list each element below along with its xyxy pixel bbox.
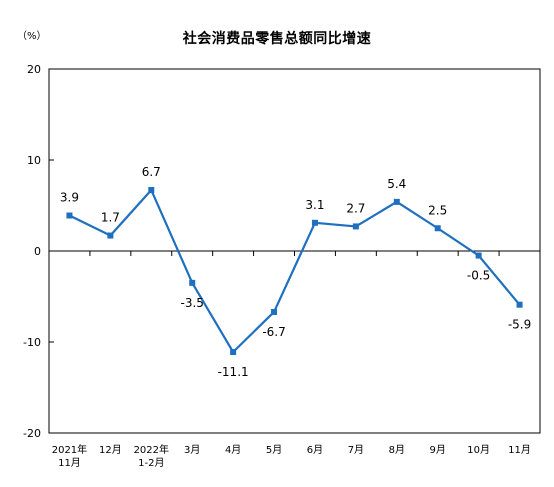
data-label: -3.5: [180, 296, 203, 310]
data-point-marker: [516, 301, 523, 308]
x-tick-label: 10月: [467, 444, 490, 456]
data-labels: 3.9 1.7 6.7 -3.5 -11.1 -6.7 3.1 2.7 5.4 2.5 -0.5 -5…: [60, 165, 531, 379]
x-tick-label: 7月: [348, 444, 364, 456]
x-tick-label: 9月: [430, 444, 446, 456]
x-tick-label: 5月: [266, 444, 282, 456]
x-tick-label: 6月: [307, 444, 323, 456]
data-label: 3.9: [60, 191, 79, 205]
x-tick-label: 11月: [58, 457, 81, 469]
data-label: 3.1: [305, 198, 324, 212]
data-label: -5.9: [508, 318, 531, 332]
data-point-marker: [189, 279, 196, 286]
x-tick-label: 2022年: [134, 443, 169, 456]
data-label: 6.7: [142, 165, 161, 179]
data-label: 5.4: [387, 177, 406, 191]
data-points: [66, 187, 523, 356]
y-ticks: -20 -10 0 10 20: [23, 63, 54, 440]
data-label: -0.5: [467, 269, 490, 283]
data-point-marker: [148, 187, 155, 194]
series-line-path: [68, 188, 521, 354]
x-tick-label: 4月: [225, 444, 241, 456]
y-tick-label: -10: [23, 336, 41, 349]
x-tick-label: 2021年: [52, 443, 87, 456]
axes: [48, 68, 541, 434]
data-point-marker: [475, 252, 482, 259]
x-tick-label: 12月: [99, 444, 122, 456]
data-label: 1.7: [101, 211, 120, 225]
y-tick-label: 0: [34, 245, 41, 258]
y-axis-unit: （%）: [17, 31, 47, 42]
y-tick-label: 20: [27, 63, 41, 76]
data-point-marker: [434, 225, 441, 232]
chart-title: 社会消费品零售总额同比增速: [182, 31, 372, 47]
y-tick-label: 10: [27, 154, 41, 167]
x-tick-label: 8月: [389, 444, 405, 456]
data-point-marker: [393, 198, 400, 205]
data-point-marker: [271, 308, 278, 315]
x-tick-label: 1-2月: [138, 457, 164, 469]
x-tick-label: 3月: [184, 444, 200, 456]
data-point-marker: [66, 212, 73, 219]
data-point-marker: [230, 349, 237, 356]
data-point-marker: [311, 219, 318, 226]
data-point-marker: [107, 232, 114, 239]
series-line: [68, 188, 521, 354]
data-label: -6.7: [262, 325, 285, 339]
data-label: 2.7: [346, 201, 365, 215]
data-label: 2.5: [428, 203, 447, 217]
data-label: -11.1: [218, 365, 249, 379]
y-tick-label: -20: [23, 427, 41, 440]
data-point-marker: [352, 223, 359, 230]
x-tick-label: 11月: [508, 444, 531, 456]
